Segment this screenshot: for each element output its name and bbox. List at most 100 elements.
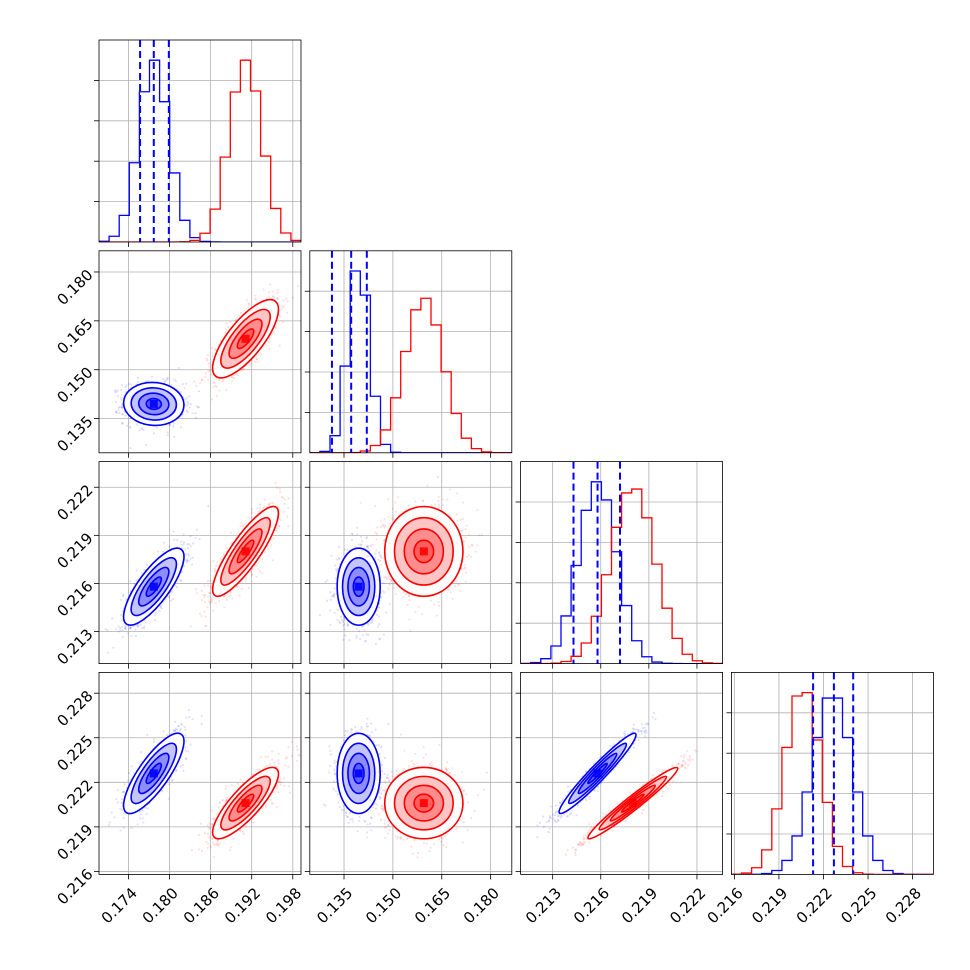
scatter-point (364, 639, 367, 642)
scatter-point (188, 543, 191, 546)
scatter-point (135, 579, 138, 582)
scatter-point (442, 498, 445, 501)
panel-0-0 (94, 39, 302, 247)
scatter-point (238, 314, 241, 317)
scatter-point (329, 623, 332, 626)
scatter-point (259, 503, 262, 506)
scatter-point (222, 378, 225, 382)
scatter-point (385, 611, 388, 614)
axes-frame (309, 250, 513, 454)
scatter-point (209, 601, 212, 605)
scatter-point (142, 627, 145, 630)
scatter-point (329, 598, 332, 601)
scatter-point (377, 615, 381, 618)
scatter-point (169, 599, 173, 602)
scatter-point (214, 384, 217, 388)
scatter-point (231, 597, 234, 600)
scatter-point (355, 636, 358, 639)
scatter-point (206, 606, 209, 609)
scatter-point (166, 431, 169, 434)
scatter-point (114, 390, 117, 394)
scatter-point (182, 541, 186, 544)
scatter-point (318, 613, 321, 617)
scatter-point (276, 527, 279, 530)
scatter-point (134, 628, 137, 631)
scatter-point (150, 375, 154, 378)
scatter-point (387, 498, 390, 501)
scatter-point (346, 624, 350, 627)
scatter-point (365, 537, 368, 540)
scatter-point (282, 299, 285, 302)
scatter-point (211, 352, 214, 355)
scatter-point (392, 583, 395, 586)
scatter-point (166, 377, 169, 380)
scatter-point (326, 579, 329, 582)
scatter-point (270, 544, 273, 547)
scatter-point (210, 586, 213, 589)
scatter-point (120, 398, 123, 401)
scatter-point (255, 357, 258, 361)
scatter-point (195, 592, 198, 595)
scatter-point (374, 504, 377, 508)
scatter-point (188, 395, 191, 398)
scatter-point (114, 628, 117, 631)
scatter-point (143, 568, 146, 571)
scatter-point (229, 531, 232, 535)
scatter-point (180, 540, 183, 543)
scatter-point (332, 594, 335, 597)
scatter-point (344, 634, 347, 637)
scatter-point (253, 298, 257, 301)
scatter-point (183, 386, 186, 390)
scatter-point (128, 421, 131, 424)
scatter-point (211, 355, 214, 358)
scatter-point (214, 348, 217, 351)
scatter-point (114, 401, 117, 404)
scatter-point (355, 533, 359, 536)
scatter-point (336, 608, 339, 612)
scatter-point (371, 543, 374, 546)
scatter-point (146, 563, 149, 566)
scatter-point (134, 634, 137, 638)
scatter-point (118, 626, 122, 630)
scatter-point (339, 615, 342, 618)
scatter-point (342, 620, 345, 623)
scatter-point (154, 619, 157, 622)
scatter-point (234, 318, 237, 321)
scatter-point (218, 600, 221, 603)
scatter-point (122, 594, 125, 598)
scatter-point (437, 503, 440, 506)
scatter-point (334, 564, 337, 567)
scatter-point (337, 545, 341, 549)
scatter-point (367, 633, 370, 636)
scatter-point (121, 626, 124, 629)
scatter-point (118, 412, 121, 415)
scatter-point (463, 563, 466, 566)
scatter-point (160, 607, 163, 610)
scatter-point (184, 548, 187, 551)
scatter-point (282, 306, 285, 309)
scatter-point (163, 379, 167, 382)
scatter-point (191, 412, 194, 415)
scatter-point (194, 412, 197, 415)
histogram-blue (309, 270, 512, 453)
scatter-point (121, 422, 124, 425)
scatter-point (224, 332, 227, 335)
scatter-point (278, 344, 281, 347)
scatter-point (121, 619, 124, 622)
scatter-point (144, 621, 147, 624)
scatter-point (342, 624, 345, 627)
scatter-point (254, 297, 257, 300)
scatter-point (129, 580, 132, 583)
scatter-point (378, 606, 381, 609)
scatter-point (374, 556, 377, 559)
scatter-point (247, 516, 250, 519)
scatter-point (234, 374, 237, 377)
scatter-point (363, 629, 366, 632)
scatter-point (348, 639, 351, 642)
scatter-point (115, 411, 118, 415)
scatter-point (216, 561, 219, 564)
scatter-point (251, 568, 254, 571)
scatter-point (172, 422, 175, 425)
scatter-point (465, 524, 468, 527)
